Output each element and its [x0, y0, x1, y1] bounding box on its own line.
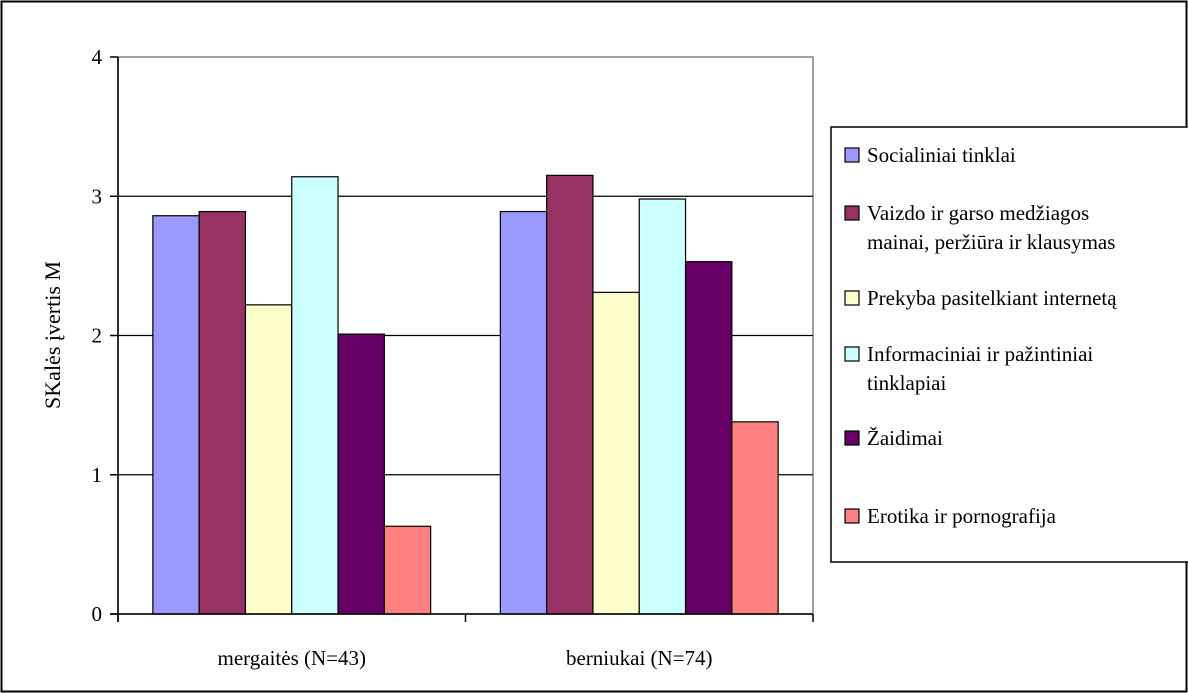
- x-tick-label-0: mergaitės (N=43): [218, 646, 367, 670]
- legend-label-1-line-1: mainai, peržiūra ir klausymas: [867, 230, 1115, 254]
- legend-box: [830, 126, 1188, 563]
- legend-label-2: Prekyba pasitelkiant internetą: [867, 286, 1117, 310]
- legend-swatch-5: [844, 508, 860, 524]
- legend-label-4: Žaidimai: [867, 426, 943, 450]
- x-tick-labels: mergaitės (N=43) berniukai (N=74): [218, 646, 713, 670]
- axes: [110, 56, 814, 622]
- legend-label-1: Vaizdo ir garso medžiagos mainai, peržiūr…: [867, 201, 1115, 254]
- bar-1-4: [684, 261, 733, 615]
- bar-0-5: [383, 525, 432, 615]
- legend: Socialiniai tinklai Vaizdo ir garso medži…: [844, 143, 1117, 528]
- x-tick-label-1: berniukai (N=74): [566, 646, 713, 670]
- legend-label-2-line-0: Prekyba pasitelkiant internetą: [867, 286, 1117, 310]
- legend-label-4-line-0: Žaidimai: [867, 426, 943, 450]
- legend-label-3-line-0: Informaciniai ir pažintiniai: [867, 342, 1093, 366]
- bars: [152, 174, 779, 615]
- bar-1-5: [731, 421, 779, 615]
- bar-0-3: [291, 176, 339, 615]
- legend-label-0-line-0: Socialiniai tinklai: [867, 143, 1016, 167]
- legend-swatch-4: [844, 430, 860, 446]
- y-axis-label: SKalės įvertis M: [40, 261, 65, 409]
- legend-swatch-0: [844, 147, 860, 163]
- bar-0-4: [337, 333, 385, 615]
- bar-0-1: [198, 210, 247, 615]
- bar-1-2: [592, 291, 640, 615]
- legend-label-5: Erotika ir pornografija: [867, 504, 1057, 528]
- legend-swatch-3: [844, 346, 860, 362]
- legend-swatch-1: [844, 205, 860, 221]
- y-tick-labels: 0 1 2 3 4: [92, 45, 103, 626]
- legend-label-3: Informaciniai ir pažintiniai tinklapiai: [867, 342, 1093, 395]
- bar-1-3: [638, 198, 687, 615]
- legend-label-0: Socialiniai tinklai: [867, 143, 1016, 167]
- bar-1-0: [499, 210, 548, 615]
- legend-swatch-2: [844, 290, 860, 306]
- legend-label-5-line-0: Erotika ir pornografija: [867, 504, 1057, 528]
- y-tick-label-2: 2: [92, 324, 103, 348]
- y-tick-label-1: 1: [92, 463, 103, 487]
- bar-0-0: [152, 215, 200, 615]
- y-tick-label-4: 4: [92, 45, 103, 69]
- y-tick-label-0: 0: [92, 602, 103, 626]
- bar-1-1: [546, 174, 594, 615]
- legend-label-1-line-0: Vaizdo ir garso medžiagos: [867, 201, 1089, 225]
- y-tick-label-3: 3: [92, 184, 103, 208]
- bar-0-2: [244, 304, 293, 615]
- legend-label-3-line-1: tinklapiai: [867, 371, 946, 395]
